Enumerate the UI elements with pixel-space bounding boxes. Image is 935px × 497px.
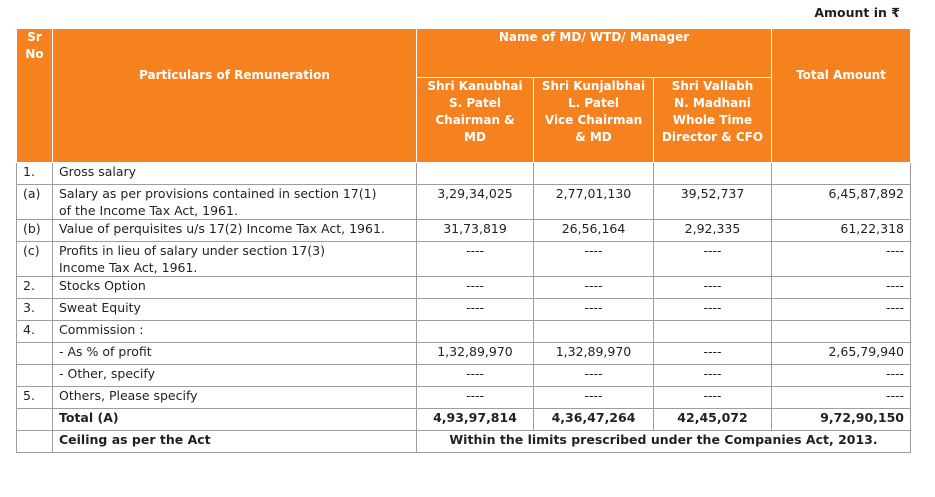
- row-total: ----: [771, 241, 911, 277]
- row-value-1: 31,73,819: [416, 219, 534, 242]
- table-row: (a) Salary as per provisions contained in…: [16, 184, 911, 220]
- row-value-3: [653, 162, 772, 185]
- row-total: ----: [771, 386, 911, 409]
- table-row: 3. Sweat Equity ---- ---- ---- ----: [16, 298, 911, 321]
- total-sr: [16, 408, 53, 431]
- row-value-2: [533, 320, 654, 343]
- row-total: ----: [771, 276, 911, 299]
- row-value-1: ----: [416, 276, 534, 299]
- row-sr-no: [16, 342, 53, 365]
- row-value-1: ----: [416, 386, 534, 409]
- row-value-3: ----: [653, 241, 772, 277]
- row-value-1: ----: [416, 241, 534, 277]
- header-name-3: Shri Vallabh N. Madhani Whole Time Direc…: [653, 77, 772, 163]
- row-value-3: ----: [653, 298, 772, 321]
- amount-unit-note: Amount in ₹: [814, 5, 900, 20]
- header-total-amount: Total Amount: [771, 28, 911, 163]
- remuneration-table: Sr No Particulars of Remuneration Name o…: [16, 28, 911, 453]
- row-value-1: 3,29,34,025: [416, 184, 534, 220]
- row-particular: Salary as per provisions contained in se…: [52, 184, 417, 220]
- total-value-2: 4,36,47,264: [533, 408, 654, 431]
- row-value-3: ----: [653, 386, 772, 409]
- row-sr-no: 3.: [16, 298, 53, 321]
- row-value-3: ----: [653, 364, 772, 387]
- row-value-1: 1,32,89,970: [416, 342, 534, 365]
- row-total: [771, 320, 911, 343]
- row-sr-no: (c): [16, 241, 53, 277]
- row-value-2: 1,32,89,970: [533, 342, 654, 365]
- table-body: 1. Gross salary (a) Salary as per provision…: [16, 162, 911, 409]
- row-particular: Gross salary: [52, 162, 417, 185]
- row-value-1: [416, 320, 534, 343]
- row-sr-no: [16, 364, 53, 387]
- row-value-3: 2,92,335: [653, 219, 772, 242]
- ceiling-sr: [16, 430, 53, 453]
- row-value-2: ----: [533, 364, 654, 387]
- header-name-1: Shri Kanubhai S. Patel Chairman & MD: [416, 77, 534, 163]
- row-total: ----: [771, 364, 911, 387]
- row-value-3: [653, 320, 772, 343]
- header-sr-no: Sr No: [16, 28, 53, 163]
- row-value-3: 39,52,737: [653, 184, 772, 220]
- row-total: [771, 162, 911, 185]
- table-row: 1. Gross salary: [16, 162, 911, 185]
- row-value-2: [533, 162, 654, 185]
- row-value-2: 2,77,01,130: [533, 184, 654, 220]
- row-value-2: ----: [533, 298, 654, 321]
- total-label: Total (A): [52, 408, 417, 431]
- row-sr-no: 1.: [16, 162, 53, 185]
- row-particular: Profits in lieu of salary under section …: [52, 241, 417, 277]
- table-row: 2. Stocks Option ---- ---- ---- ----: [16, 276, 911, 299]
- total-value-1: 4,93,97,814: [416, 408, 534, 431]
- table-row: (b) Value of perquisites u/s 17(2) Income…: [16, 219, 911, 242]
- row-particular: Sweat Equity: [52, 298, 417, 321]
- row-total: 61,22,318: [771, 219, 911, 242]
- row-particular: Commission :: [52, 320, 417, 343]
- row-value-2: ----: [533, 241, 654, 277]
- row-value-2: ----: [533, 386, 654, 409]
- ceiling-value: Within the limits prescribed under the C…: [416, 430, 911, 453]
- row-sr-no: (a): [16, 184, 53, 220]
- table-row: - As % of profit 1,32,89,970 1,32,89,970 --…: [16, 342, 911, 365]
- row-value-1: ----: [416, 364, 534, 387]
- header-particulars: Particulars of Remuneration: [52, 28, 417, 163]
- ceiling-row: Ceiling as per the Act Within the limits…: [16, 430, 911, 453]
- row-value-2: ----: [533, 276, 654, 299]
- row-value-3: ----: [653, 342, 772, 365]
- row-sr-no: 2.: [16, 276, 53, 299]
- row-value-3: ----: [653, 276, 772, 299]
- header-name-2: Shri Kunjalbhai L. Patel Vice Chairman &…: [533, 77, 654, 163]
- row-particular: Value of perquisites u/s 17(2) Income Ta…: [52, 219, 417, 242]
- row-particular: - Other, specify: [52, 364, 417, 387]
- header-name-group: Name of MD/ WTD/ Manager: [416, 28, 772, 78]
- table-row: 5. Others, Please specify ---- ---- ---- ----: [16, 386, 911, 409]
- table-row: (c) Profits in lieu of salary under secti…: [16, 241, 911, 277]
- row-total: 2,65,79,940: [771, 342, 911, 365]
- row-value-1: [416, 162, 534, 185]
- row-particular: - As % of profit: [52, 342, 417, 365]
- table-row: - Other, specify ---- ---- ---- ----: [16, 364, 911, 387]
- total-value-3: 42,45,072: [653, 408, 772, 431]
- row-total: 6,45,87,892: [771, 184, 911, 220]
- row-particular: Stocks Option: [52, 276, 417, 299]
- row-sr-no: 4.: [16, 320, 53, 343]
- total-value-total: 9,72,90,150: [771, 408, 911, 431]
- row-particular: Others, Please specify: [52, 386, 417, 409]
- row-sr-no: 5.: [16, 386, 53, 409]
- row-total: ----: [771, 298, 911, 321]
- ceiling-label: Ceiling as per the Act: [52, 430, 417, 453]
- row-value-1: ----: [416, 298, 534, 321]
- row-sr-no: (b): [16, 219, 53, 242]
- total-row: Total (A) 4,93,97,814 4,36,47,264 42,45,…: [16, 408, 911, 431]
- table-row: 4. Commission :: [16, 320, 911, 343]
- row-value-2: 26,56,164: [533, 219, 654, 242]
